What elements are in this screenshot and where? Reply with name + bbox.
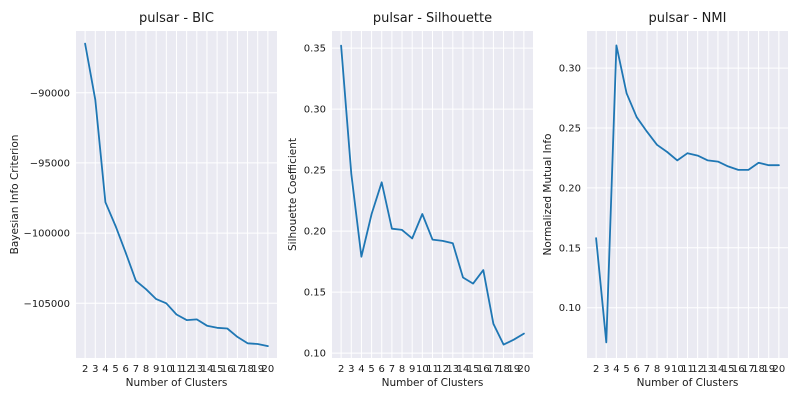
- x-tick-label: 19: [507, 364, 520, 375]
- x-tick-label: 11: [681, 364, 694, 375]
- x-tick-label: 20: [772, 364, 785, 375]
- x-tick-label: 14: [457, 364, 470, 375]
- x-tick-label: 6: [123, 364, 129, 375]
- x-tick-label: 11: [426, 364, 439, 375]
- series-line: [340, 44, 525, 346]
- x-tick-label: 10: [416, 364, 429, 375]
- x-tick-label: 14: [712, 364, 725, 375]
- x-tick-label: 13: [701, 364, 714, 375]
- x-tick-label: 18: [241, 364, 254, 375]
- x-tick-label: 13: [446, 364, 459, 375]
- x-tick-label: 4: [358, 364, 364, 375]
- x-tick-label: 9: [664, 364, 670, 375]
- chart-title: pulsar - BIC: [139, 11, 214, 26]
- x-tick-label: 15: [467, 364, 480, 375]
- chart-title: pulsar - NMI: [649, 11, 727, 26]
- y-tick-label: 0.20: [559, 183, 581, 194]
- x-tick-label: 14: [201, 364, 214, 375]
- x-tick-label: 5: [623, 364, 629, 375]
- x-tick-label: 6: [634, 364, 640, 375]
- x-tick-label: 20: [517, 364, 530, 375]
- x-tick-label: 18: [752, 364, 765, 375]
- x-tick-label: 7: [133, 364, 139, 375]
- x-tick-label: 17: [231, 364, 244, 375]
- x-tick-label: 16: [732, 364, 745, 375]
- y-tick-label: 0.25: [559, 124, 581, 135]
- x-tick-label: 12: [436, 364, 449, 375]
- y-tick-label: 0.10: [559, 303, 581, 314]
- x-tick-label: 2: [82, 364, 88, 375]
- x-tick-label: 4: [613, 364, 619, 375]
- y-tick-label: 0.30: [559, 64, 581, 75]
- x-tick-label: 15: [722, 364, 735, 375]
- x-tick-label: 12: [691, 364, 704, 375]
- y-axis-label: Bayesian Info Criterion: [9, 135, 21, 255]
- x-tick-label: 8: [143, 364, 149, 375]
- x-tick-label: 15: [211, 364, 224, 375]
- x-tick-label: 7: [389, 364, 395, 375]
- y-tick-label: −105000: [23, 299, 70, 310]
- x-tick-label: 13: [190, 364, 203, 375]
- y-tick-label: 0.25: [304, 166, 326, 177]
- x-tick-label: 9: [153, 364, 159, 375]
- x-tick-label: 6: [379, 364, 385, 375]
- x-tick-label: 5: [368, 364, 374, 375]
- x-tick-label: 7: [644, 364, 650, 375]
- x-tick-label: 2: [593, 364, 599, 375]
- chart-title: pulsar - Silhouette: [373, 11, 492, 26]
- x-tick-label: 10: [671, 364, 684, 375]
- y-tick-label: −100000: [23, 229, 70, 240]
- x-tick-label: 10: [160, 364, 173, 375]
- x-tick-label: 3: [603, 364, 609, 375]
- x-axis-label: Number of Clusters: [637, 377, 739, 389]
- x-axis-label: Number of Clusters: [126, 377, 228, 389]
- x-axis-label: Number of Clusters: [382, 377, 484, 389]
- x-tick-label: 17: [742, 364, 755, 375]
- y-tick-label: 0.10: [304, 349, 326, 360]
- x-tick-label: 12: [180, 364, 193, 375]
- x-tick-label: 8: [654, 364, 660, 375]
- y-tick-label: 0.20: [304, 227, 326, 238]
- y-tick-label: −95000: [30, 158, 70, 169]
- x-tick-label: 4: [102, 364, 108, 375]
- x-tick-label: 9: [409, 364, 415, 375]
- x-tick-label: 3: [348, 364, 354, 375]
- x-tick-label: 3: [92, 364, 98, 375]
- y-tick-label: 0.15: [304, 288, 326, 299]
- y-axis-label: Normalized Mutual Info: [542, 134, 554, 256]
- x-tick-label: 19: [251, 364, 264, 375]
- x-tick-label: 11: [170, 364, 183, 375]
- x-tick-label: 8: [399, 364, 405, 375]
- x-tick-label: 16: [221, 364, 234, 375]
- y-tick-label: 0.30: [304, 105, 326, 116]
- x-tick-label: 18: [497, 364, 510, 375]
- y-axis-label: Silhouette Coefficient: [287, 138, 299, 251]
- x-tick-label: 5: [112, 364, 118, 375]
- x-tick-label: 17: [487, 364, 500, 375]
- y-tick-label: 0.35: [304, 44, 326, 55]
- series-line: [595, 44, 780, 344]
- y-tick-label: 0.15: [559, 243, 581, 254]
- x-tick-label: 19: [762, 364, 775, 375]
- x-tick-label: 20: [261, 364, 274, 375]
- y-tick-label: −90000: [30, 88, 70, 99]
- x-tick-label: 16: [477, 364, 490, 375]
- x-tick-label: 2: [338, 364, 344, 375]
